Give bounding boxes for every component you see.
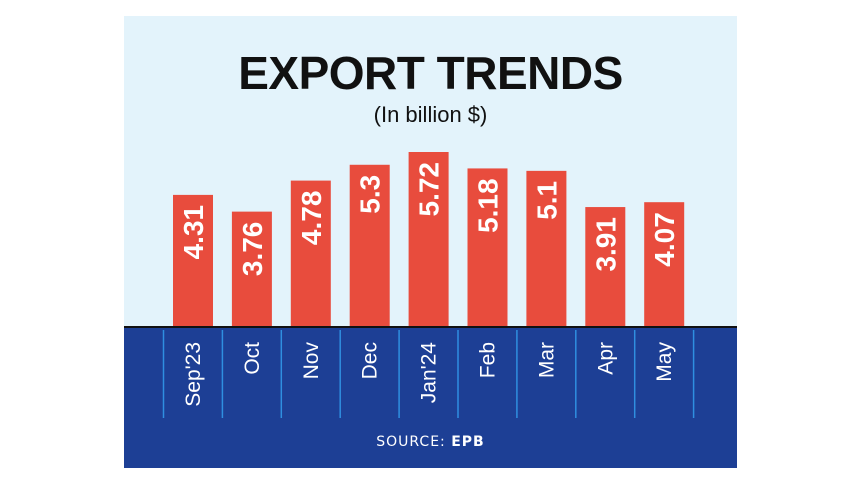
bar-chart: 4.31 Sep'23 3.76 Oct 4.78 Nov 5.3 Dec 5.72 Jan'24…: [162, 152, 695, 418]
bar-0: [173, 194, 213, 326]
value-label-7: 3.91: [590, 217, 621, 272]
source-label: SOURCE:: [376, 434, 446, 450]
value-label-6: 5.1: [531, 181, 562, 220]
bar-2: [290, 180, 331, 326]
value-label-8: 4.07: [649, 212, 680, 267]
bar-6: [526, 170, 567, 326]
bar-3: [349, 164, 390, 326]
category-label-4: Jan'24: [418, 342, 441, 404]
chart-baseline: [124, 326, 737, 328]
value-label-0: 4.31: [178, 205, 209, 260]
source-line: SOURCE: EPB: [124, 434, 737, 450]
bar-4: [408, 152, 449, 326]
category-label-0: Sep'23: [182, 342, 205, 407]
value-label-5: 5.18: [473, 178, 504, 233]
value-label-1: 3.76: [237, 222, 268, 277]
chart-card: EXPORT TRENDS (In billion $) 4.31 Sep'23 3…: [124, 16, 737, 468]
bar-7: [585, 207, 626, 326]
category-label-7: Apr: [594, 342, 617, 375]
category-label-1: Oct: [241, 342, 264, 375]
bar-5: [467, 168, 508, 326]
category-label-6: Mar: [535, 342, 558, 378]
category-label-5: Feb: [477, 342, 500, 378]
category-label-8: May: [653, 342, 676, 382]
chart-subtitle: (In billion $): [373, 102, 488, 127]
value-label-2: 4.78: [296, 191, 327, 246]
value-label-4: 5.72: [414, 162, 445, 217]
bar-8: [644, 202, 685, 326]
category-label-2: Nov: [300, 342, 323, 380]
bar-1: [231, 211, 272, 326]
category-label-3: Dec: [359, 342, 382, 379]
source-name: EPB: [451, 434, 485, 450]
chart-title: EXPORT TRENDS: [238, 47, 623, 99]
value-label-3: 5.3: [355, 175, 386, 214]
